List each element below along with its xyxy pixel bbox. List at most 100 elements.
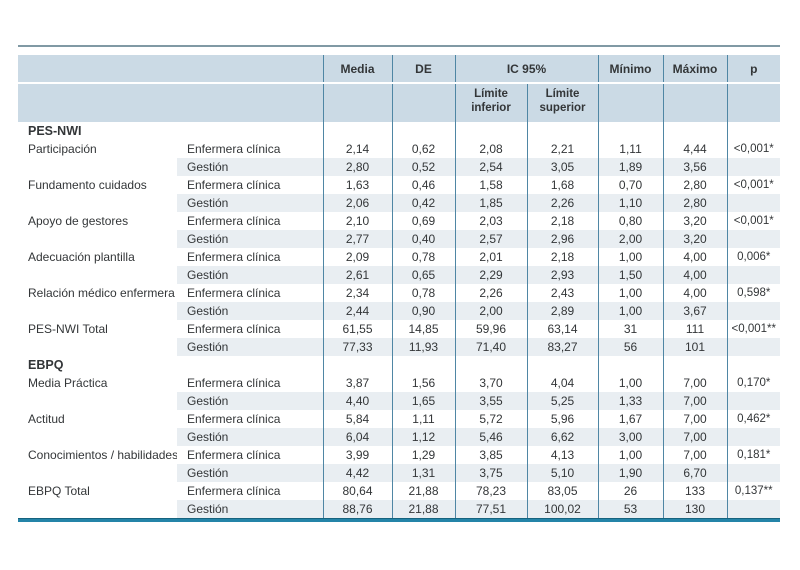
cell-minimo: 26 [597,482,664,500]
cell-group: Enfermera clínica [187,178,281,192]
cell-maximo: 130 [662,500,728,518]
cell-maximo: 4,44 [662,140,728,158]
cell-ic_inferior: 77,51 [454,500,527,518]
cell-media: 3,99 [322,446,392,464]
header-blank-cell [322,83,392,122]
cell-ic_inferior: 3,75 [454,464,527,482]
cell-p [726,338,781,356]
cell-variable [18,392,177,410]
cell-ic_superior: 6,62 [526,428,599,446]
cell-minimo: 3,00 [597,428,664,446]
cell-p: 0,598* [726,284,781,302]
col-header-minimo: Mínimo [597,55,664,84]
table-bottom-rule [18,518,780,522]
cell-ic_superior [526,356,599,374]
cell-group: Enfermera clínica [187,142,281,156]
cell-media: 2,34 [322,284,392,302]
table-row: Gestión 2,61 0,65 2,29 2,93 1,50 4,00 [18,266,781,284]
cell-ic_superior: 2,89 [526,302,599,320]
cell-p [726,194,781,212]
cell-group: Gestión [177,194,323,212]
cell-ic_inferior: 2,57 [454,230,527,248]
cell-variable [18,464,177,482]
cell-media: 2,80 [322,158,392,176]
cell-ic_superior: 5,10 [526,464,599,482]
cell-ic_inferior: 3,85 [454,446,527,464]
cell-media: 80,64 [322,482,392,500]
cell-group: Gestión [177,464,323,482]
cell-ic_superior: 2,93 [526,266,599,284]
cell-media: 2,06 [322,194,392,212]
cell-minimo: 1,00 [597,284,664,302]
header-row-1: Media DE IC 95% Mínimo Máximo p [18,55,781,84]
cell-p: 0,170* [726,374,781,392]
header-blank-cell [391,83,455,122]
cell-ic_inferior: 59,96 [454,320,527,338]
cell-ic_superior: 2,26 [526,194,599,212]
cell-maximo: 3,20 [662,212,728,230]
cell-p [726,464,781,482]
cell-variable [18,266,177,284]
col-header-media: Media [322,55,392,84]
cell-variable: EBPQ Total [28,484,90,498]
cell-ic_superior: 2,96 [526,230,599,248]
section-row: EBPQ [18,356,781,374]
cell-p: <0,001** [726,320,781,338]
cell-minimo: 1,00 [597,248,664,266]
cell-variable: PES-NWI Total [28,322,108,336]
table-header: Media DE IC 95% Mínimo Máximo p Límite i… [18,55,781,122]
cell-p [726,500,781,518]
cell-ic_superior: 100,02 [526,500,599,518]
cell-maximo: 101 [662,338,728,356]
section-row: PES-NWI [18,122,781,140]
cell-ic_superior: 3,05 [526,158,599,176]
table-body: PES-NWI Participación Enfermera clínica 2,1… [18,122,781,518]
cell-ic_inferior: 2,03 [454,212,527,230]
cell-variable [18,338,177,356]
cell-minimo: 0,80 [597,212,664,230]
cell-media [322,122,392,140]
cell-de: 1,11 [391,410,455,428]
table-row: Gestión 2,06 0,42 1,85 2,26 1,10 2,80 [18,194,781,212]
cell-group: Enfermera clínica [187,322,281,336]
col-header-limite-inferior: Límite inferior [454,83,527,122]
cell-ic_superior: 2,43 [526,284,599,302]
cell-ic_inferior: 2,54 [454,158,527,176]
cell-de [391,122,455,140]
cell-group: Gestión [177,302,323,320]
cell-maximo: 7,00 [662,410,728,428]
cell-ic_superior: 4,13 [526,446,599,464]
cell-p: 0,006* [726,248,781,266]
table-row: Relación médico enfermera Enfermera clíni… [18,284,781,302]
cell-media: 4,42 [322,464,392,482]
header-blank-cell [726,83,781,122]
cell-group: Enfermera clínica [187,412,281,426]
cell-media: 2,61 [322,266,392,284]
table-row: Gestión 6,04 1,12 5,46 6,62 3,00 7,00 [18,428,781,446]
cell-ic_inferior: 5,46 [454,428,527,446]
cell-de: 0,78 [391,284,455,302]
cell-group: Gestión [177,230,323,248]
cell-group: Enfermera clínica [187,484,281,498]
cell-media: 2,44 [322,302,392,320]
cell-p [726,230,781,248]
table-row: Media Práctica Enfermera clínica 3,87 1,56 3… [18,374,781,392]
cell-de: 0,90 [391,302,455,320]
cell-group: Enfermera clínica [187,448,281,462]
cell-media [322,356,392,374]
cell-ic_superior [526,122,599,140]
cell-maximo: 133 [662,482,728,500]
cell-ic_superior: 2,18 [526,248,599,266]
cell-media: 2,14 [322,140,392,158]
cell-minimo: 31 [597,320,664,338]
cell-ic_superior: 83,05 [526,482,599,500]
cell-minimo: 1,50 [597,266,664,284]
cell-p: <0,001* [726,212,781,230]
cell-ic_superior: 5,96 [526,410,599,428]
cell-variable [18,428,177,446]
cell-ic_inferior: 2,00 [454,302,527,320]
cell-de [391,356,455,374]
descriptive-statistics-table: Media DE IC 95% Mínimo Máximo p Límite i… [18,55,781,518]
cell-p [726,158,781,176]
